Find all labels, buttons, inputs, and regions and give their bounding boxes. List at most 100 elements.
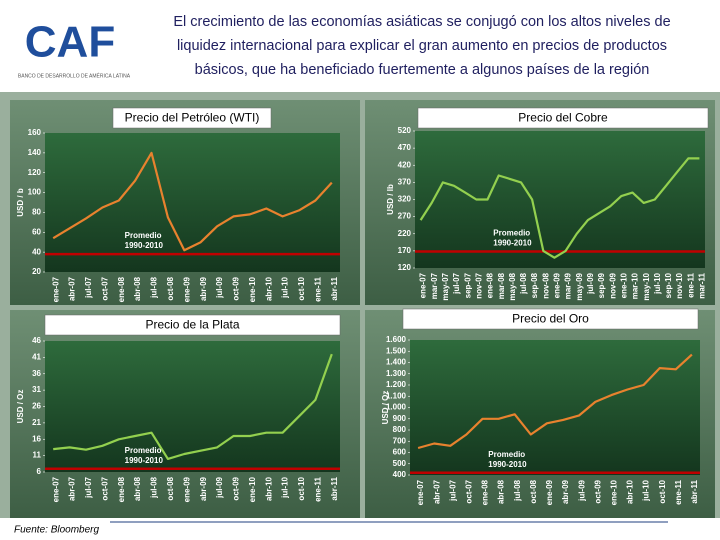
y-axis-label: USD / lb (386, 184, 395, 215)
y-tick-label: 100 (28, 188, 42, 197)
x-tick-label: jul-07 (448, 479, 457, 501)
y-tick-label: 1.400 (386, 358, 407, 367)
average-label: 1990-2010 (493, 239, 532, 248)
x-tick-label: jul-08 (513, 479, 522, 501)
chart-title: Precio del Cobre (518, 111, 608, 125)
y-axis-label: USD / b (16, 188, 25, 217)
x-tick-label: ene-09 (182, 276, 191, 302)
x-tick-label: jul-10 (281, 476, 290, 498)
x-tick-label: ene-11 (674, 479, 683, 504)
footer-bg (0, 518, 720, 540)
y-tick-label: 700 (393, 436, 407, 445)
x-tick-label: jul-10 (642, 479, 651, 501)
x-tick-label: oct-07 (100, 476, 109, 500)
x-tick-label: oct-08 (166, 276, 175, 300)
x-tick-label: jul-09 (586, 272, 595, 294)
x-tick-label: ene-10 (248, 276, 257, 302)
y-tick-label: 120 (398, 263, 412, 272)
slide-title: liquidez internacional para explicar el … (177, 38, 667, 54)
x-tick-label: nov-07 (474, 272, 483, 298)
x-tick-label: abr-07 (68, 276, 77, 301)
x-tick-label: ene-07 (51, 276, 60, 302)
y-tick-label: 170 (398, 246, 412, 255)
y-tick-label: 46 (32, 336, 41, 345)
y-tick-label: 520 (398, 126, 412, 135)
x-tick-label: jul-09 (577, 479, 586, 501)
average-label: Promedio (493, 229, 530, 238)
x-tick-label: oct-10 (297, 476, 306, 500)
logo: CAF (25, 18, 115, 67)
x-tick-label: mar-10 (631, 272, 640, 299)
x-tick-label: oct-09 (232, 276, 241, 300)
y-tick-label: 11 (33, 451, 42, 460)
x-tick-label: ene-11 (314, 276, 323, 301)
x-tick-label: abr-10 (626, 479, 635, 504)
x-tick-label: ene-10 (248, 476, 257, 502)
x-tick-label: jul-09 (215, 476, 224, 498)
header-bg (0, 0, 720, 92)
y-tick-label: 120 (28, 168, 42, 177)
x-tick-label: nov-10 (675, 272, 684, 298)
y-tick-label: 1.600 (386, 335, 407, 344)
chart-title: Precio del Oro (512, 312, 589, 326)
x-tick-label: ene-09 (545, 479, 554, 505)
x-tick-label: oct-08 (166, 476, 175, 500)
y-tick-label: 800 (393, 425, 407, 434)
x-tick-label: abr-09 (199, 476, 208, 501)
x-tick-label: abr-11 (690, 479, 699, 503)
average-label: Promedio (488, 450, 525, 459)
x-tick-label: abr-11 (330, 276, 339, 300)
y-tick-label: 41 (32, 352, 41, 361)
x-tick-label: jul-08 (150, 276, 159, 298)
y-tick-label: 16 (32, 434, 41, 443)
x-tick-label: ene-08 (117, 276, 126, 302)
y-tick-label: 1.200 (386, 380, 407, 389)
x-tick-label: sep-09 (597, 272, 606, 298)
x-tick-label: ene-11 (686, 272, 695, 297)
x-tick-label: abr-09 (199, 276, 208, 301)
x-tick-label: abr-10 (264, 476, 273, 501)
y-axis-label: USD / Oz (381, 391, 390, 425)
x-tick-label: abr-10 (264, 276, 273, 301)
x-tick-label: oct-10 (297, 276, 306, 300)
x-tick-label: ene-10 (609, 479, 618, 505)
y-tick-label: 470 (398, 143, 412, 152)
y-tick-label: 270 (398, 212, 412, 221)
y-tick-label: 220 (398, 229, 412, 238)
chart-title-box (417, 107, 709, 129)
y-tick-label: 1.300 (386, 369, 407, 378)
y-tick-label: 400 (393, 470, 407, 479)
x-tick-label: oct-08 (529, 479, 538, 503)
average-label: 1990-2010 (488, 460, 527, 469)
x-tick-label: ene-11 (314, 476, 323, 501)
y-tick-label: 140 (28, 148, 42, 157)
y-tick-label: 6 (37, 467, 42, 476)
y-tick-label: 36 (32, 369, 41, 378)
plot-bg (415, 131, 705, 268)
x-tick-label: abr-09 (561, 479, 570, 504)
slide-title: básicos, que ha beneficiado fuertemente … (195, 62, 650, 78)
x-tick-label: abr-08 (133, 276, 142, 301)
price-line (53, 353, 333, 460)
price-line (417, 353, 693, 450)
x-tick-label: may-09 (575, 272, 584, 300)
plot-bg (410, 340, 700, 475)
y-tick-label: 420 (398, 160, 412, 169)
average-label: Promedio (125, 446, 162, 455)
x-tick-label: jul-10 (281, 276, 290, 298)
x-tick-label: sep-08 (530, 272, 539, 298)
x-tick-label: jul-07 (452, 272, 461, 294)
x-tick-label: oct-10 (658, 479, 667, 503)
x-tick-label: abr-08 (497, 479, 506, 504)
x-tick-label: abr-07 (432, 479, 441, 504)
y-tick-label: 1.500 (386, 346, 407, 355)
x-tick-label: oct-09 (232, 476, 241, 500)
y-tick-label: 80 (32, 208, 41, 217)
x-tick-label: oct-07 (100, 276, 109, 300)
x-tick-label: ene-10 (619, 272, 628, 298)
x-tick-label: jul-07 (84, 476, 93, 498)
y-tick-label: 26 (32, 402, 41, 411)
plot-bg (45, 341, 340, 472)
x-tick-label: abr-07 (68, 476, 77, 501)
x-tick-label: may-08 (508, 272, 517, 300)
